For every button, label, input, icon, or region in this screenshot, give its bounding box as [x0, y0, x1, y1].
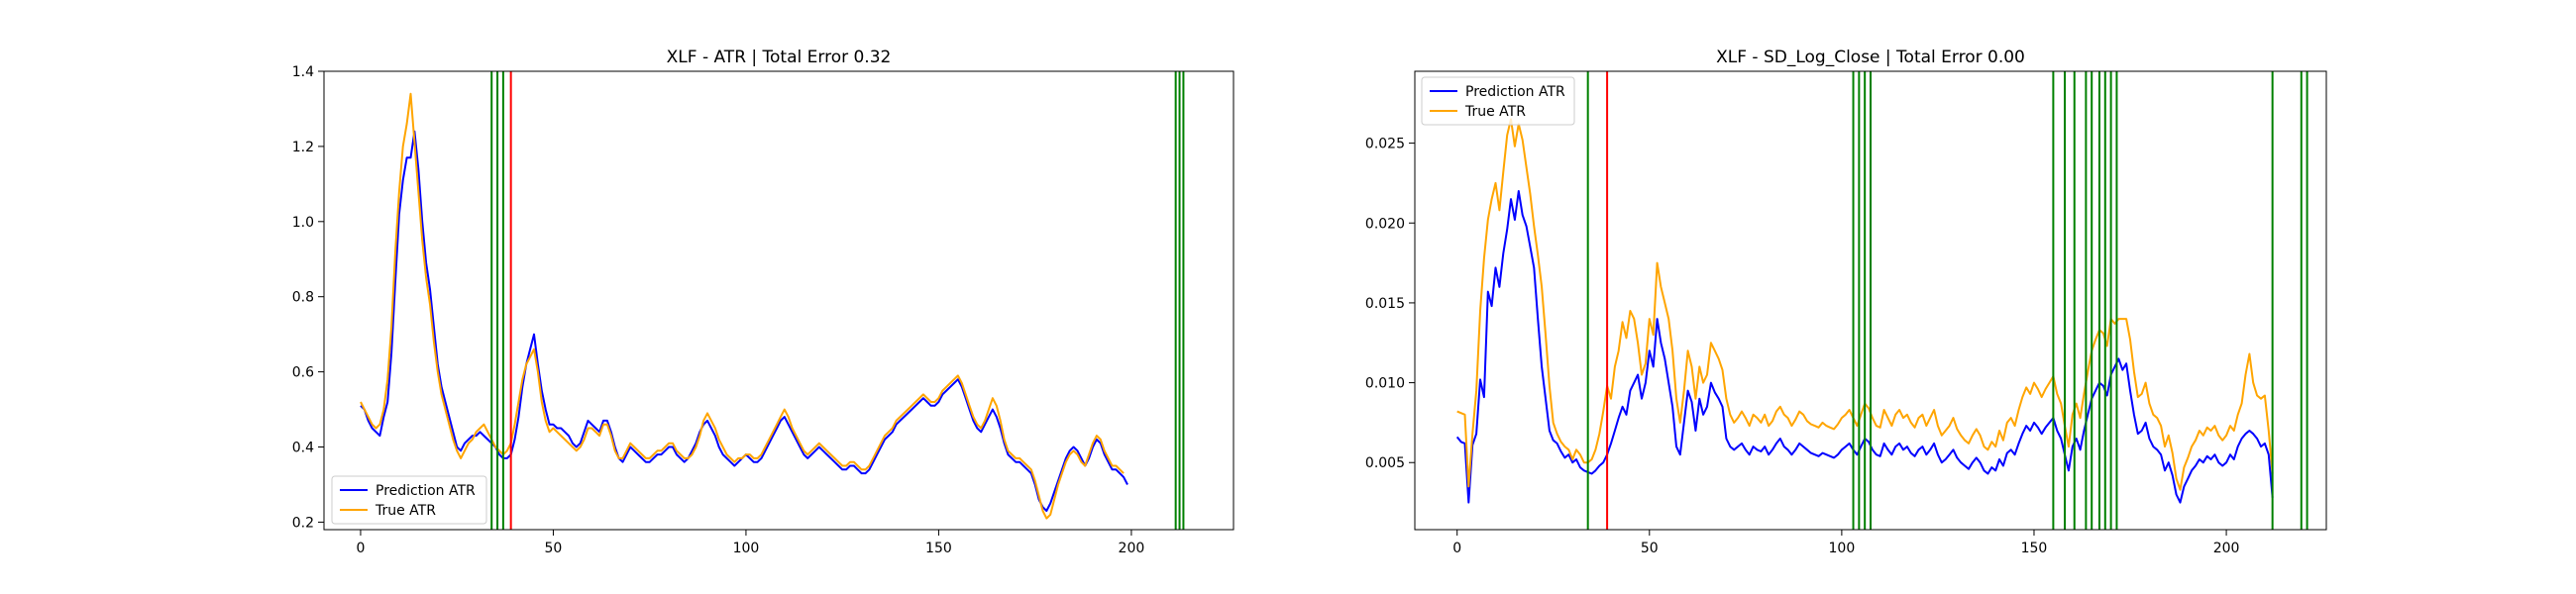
y-tick-label: 0.020 [1365, 216, 1405, 232]
x-tick-label: 50 [1641, 541, 1659, 556]
x-tick-label: 150 [2021, 541, 2048, 556]
y-tick-label: 0.025 [1365, 137, 1405, 152]
y-tick-label: 0.005 [1365, 455, 1405, 471]
legend-label-prediction: Prediction ATR [376, 483, 476, 499]
chart-title: XLF - ATR | Total Error 0.32 [667, 48, 892, 67]
x-tick-label: 100 [1829, 541, 1856, 556]
y-tick-label: 0.4 [292, 441, 314, 456]
y-tick-label: 1.0 [292, 215, 314, 231]
plot-frame [1414, 70, 2327, 531]
legend: Prediction ATR True ATR [331, 475, 487, 525]
plot-area [360, 71, 1185, 530]
legend: Prediction ATR True ATR [1421, 76, 1575, 126]
x-axis: 0 50 100 150 200 [1452, 530, 2239, 556]
chart-title: XLF - SD_Log_Close | Total Error 0.00 [1716, 48, 2025, 67]
x-tick-label: 100 [733, 541, 760, 556]
y-tick-label: 0.015 [1365, 296, 1405, 312]
x-tick-label: 50 [545, 541, 563, 556]
x-axis: 0 50 100 150 200 [356, 530, 1144, 556]
x-tick-label: 200 [1119, 541, 1145, 556]
x-tick-label: 0 [356, 541, 365, 556]
y-axis: 0.2 0.4 0.6 0.8 1.0 1.2 1.4 [292, 64, 324, 531]
y-axis: 0.005 0.010 0.015 0.020 0.025 [1365, 137, 1415, 471]
plot-frame [323, 70, 1234, 531]
y-tick-label: 0.2 [292, 515, 314, 531]
y-tick-label: 1.4 [292, 64, 314, 80]
legend-label-true: True ATR [375, 503, 436, 519]
x-tick-label: 0 [1452, 541, 1461, 556]
legend-label-prediction: Prediction ATR [1465, 84, 1565, 100]
legend-box [1421, 76, 1575, 126]
y-tick-label: 1.2 [292, 140, 314, 155]
series-line-true [360, 92, 1125, 520]
plot-area [1455, 71, 2308, 530]
y-tick-label: 0.8 [292, 290, 314, 306]
y-tick-label: 0.6 [292, 365, 314, 381]
chart-sd-log-close: XLF - SD_Log_Close | Total Error 0.00 0 5… [1365, 48, 2327, 556]
legend-box [331, 475, 487, 525]
x-tick-label: 150 [925, 541, 952, 556]
legend-label-true: True ATR [1464, 104, 1526, 120]
chart-atr: XLF - ATR | Total Error 0.32 0 50 100 150 20… [292, 48, 1234, 556]
x-tick-label: 200 [2213, 541, 2240, 556]
y-tick-label: 0.010 [1365, 376, 1405, 392]
